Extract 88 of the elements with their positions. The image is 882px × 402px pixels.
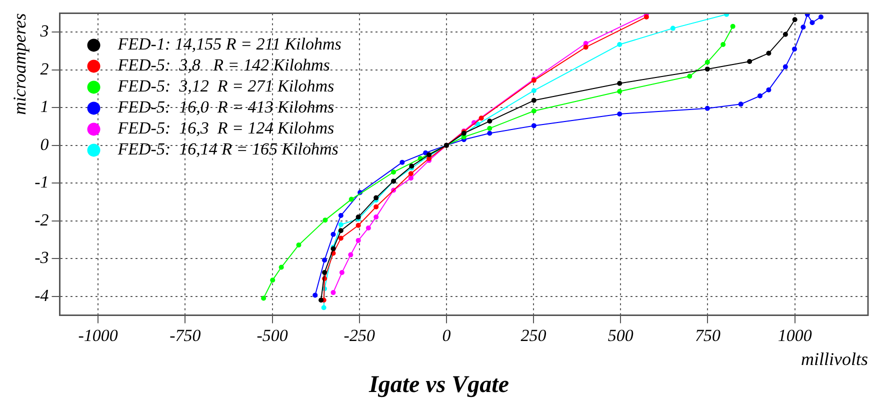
- x-tick-label: -250: [344, 326, 376, 345]
- y-axis-title: microamperes: [10, 13, 30, 115]
- point: [704, 66, 710, 72]
- point: [338, 213, 344, 218]
- legend-label: FED-5: 3,8 R = 142 Kilohms: [116, 56, 330, 75]
- point: [687, 74, 692, 79]
- point: [670, 26, 676, 31]
- point: [322, 258, 328, 263]
- y-tick-label: 2: [40, 59, 50, 78]
- x-tick-label: 500: [608, 326, 634, 345]
- x-tick-label: 0: [442, 326, 452, 345]
- point: [338, 236, 344, 241]
- x-axis-title: millivolts: [801, 349, 868, 370]
- legend-label: FED-5: 16,3 R = 124 Kilohms: [116, 118, 335, 138]
- point: [374, 204, 379, 210]
- point: [330, 290, 336, 296]
- legend-label: FED-5: 16,14 R = 165 Kilohms: [116, 140, 339, 159]
- point: [531, 108, 536, 114]
- point: [747, 59, 752, 64]
- point: [261, 296, 266, 301]
- point: [617, 88, 622, 94]
- point: [338, 228, 344, 234]
- point: [617, 80, 622, 86]
- point: [487, 130, 492, 136]
- y-tick-label: -4: [34, 286, 50, 305]
- point: [487, 118, 492, 124]
- x-tick-label: -1000: [78, 326, 118, 345]
- point: [782, 64, 788, 70]
- point: [348, 196, 354, 202]
- point: [738, 102, 744, 107]
- y-tick-label: 1: [40, 97, 49, 116]
- point: [617, 111, 622, 116]
- point: [766, 87, 772, 92]
- point: [318, 298, 324, 303]
- point: [270, 278, 276, 283]
- point: [782, 32, 788, 37]
- point: [758, 93, 763, 98]
- point: [800, 24, 806, 30]
- x-tick-label: 750: [694, 326, 721, 345]
- legend-label: FED-5: 3,12 R = 271 Kilohms: [116, 76, 335, 96]
- point: [704, 60, 710, 65]
- point: [766, 50, 772, 56]
- point: [278, 264, 284, 270]
- point: [810, 20, 815, 26]
- point: [792, 46, 797, 52]
- x-tick-label: 1000: [778, 326, 812, 345]
- point: [321, 305, 326, 310]
- point: [583, 44, 588, 50]
- point: [348, 252, 354, 258]
- point: [792, 17, 798, 22]
- y-tick-label: -1: [34, 172, 49, 192]
- x-tick-label: -500: [256, 326, 288, 345]
- point: [338, 222, 344, 228]
- x-tick-label: -750: [170, 326, 202, 345]
- legend-label: FED-1: 14,155 R = 211 Kilohms: [116, 34, 342, 54]
- point: [408, 176, 414, 181]
- point: [400, 160, 405, 165]
- point: [487, 126, 492, 131]
- point: [312, 292, 318, 298]
- point: [296, 242, 302, 248]
- point: [818, 14, 824, 20]
- point: [322, 218, 328, 223]
- y-tick-label: -3: [34, 248, 49, 268]
- point: [322, 270, 328, 276]
- y-tick-label: -2: [34, 210, 50, 230]
- point: [374, 214, 379, 220]
- text: Igate vs Vgate: [368, 372, 510, 398]
- point: [374, 195, 379, 200]
- point: [330, 232, 336, 237]
- point: [730, 24, 736, 29]
- legend-label: FED-5: 16,0 R = 413 Kilohms: [116, 98, 335, 117]
- point: [531, 123, 536, 128]
- point: [644, 14, 649, 20]
- y-tick-label: 3: [39, 22, 49, 41]
- point: [720, 42, 726, 48]
- point: [531, 88, 536, 94]
- point: [366, 226, 371, 230]
- x-tick-label: 250: [520, 326, 547, 345]
- point: [356, 222, 361, 228]
- y-tick-label: 0: [40, 134, 50, 154]
- point: [478, 116, 484, 121]
- point: [391, 170, 396, 175]
- point: [531, 98, 536, 103]
- point: [704, 106, 710, 111]
- point: [339, 270, 344, 276]
- point: [617, 42, 622, 48]
- point: [356, 238, 361, 243]
- point: [408, 171, 414, 176]
